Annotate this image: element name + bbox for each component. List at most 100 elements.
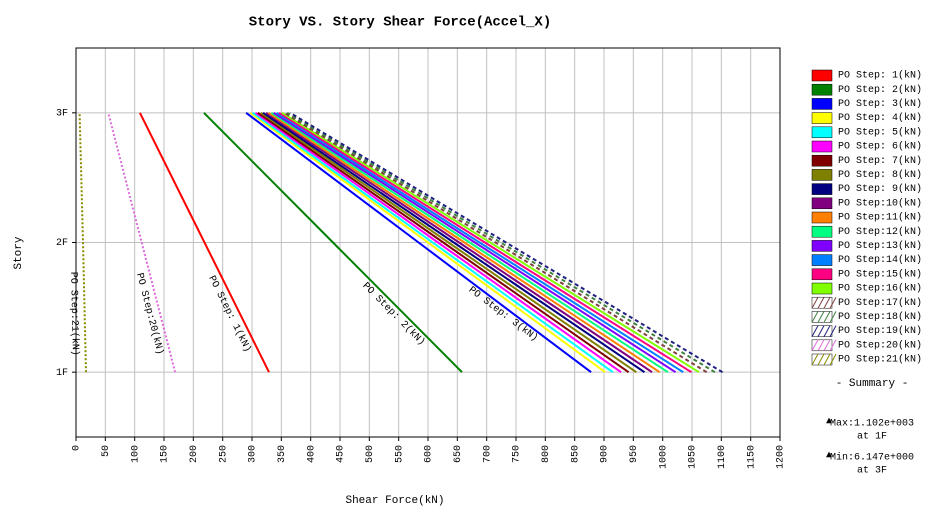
legend-label: PO Step:15(kN) — [838, 268, 922, 280]
grid: 0 50 100 150 200 250 300 350 400 450 500 550 600 650 7… — [56, 48, 787, 469]
series-line — [257, 111, 630, 374]
legend-hatch — [823, 325, 831, 337]
legend-hatch — [829, 325, 837, 337]
legend-label: PO Step:11(kN) — [838, 212, 922, 224]
summary-min: Min:6.147e+000 — [830, 452, 914, 464]
x-tick-label: 800 — [541, 445, 552, 463]
legend-swatch — [811, 169, 833, 181]
x-tick-label: 550 — [394, 445, 405, 463]
chart-title: Story VS. Story Shear Force(Accel_X) — [249, 15, 551, 31]
legend-hatch — [829, 311, 837, 323]
legend-swatch — [811, 112, 833, 124]
series-line — [78, 112, 87, 373]
legend-swatch — [811, 296, 833, 309]
series-line — [260, 111, 637, 374]
series-line — [278, 111, 692, 374]
x-tick-label: 300 — [248, 445, 259, 463]
legend-hatch — [811, 339, 819, 352]
legend-swatch — [811, 183, 833, 195]
series-line — [262, 111, 646, 374]
legend-label: PO Step: 3(kN) — [838, 98, 922, 110]
series-line — [281, 111, 700, 374]
legend-label: PO Step:17(kN) — [838, 297, 922, 309]
summary-title: - Summary - — [836, 378, 909, 390]
x-tick-label: 450 — [336, 445, 347, 463]
legend-label: PO Step:12(kN) — [838, 226, 922, 238]
series-line — [270, 111, 669, 374]
plot-frame — [75, 47, 781, 438]
y-tick-label: 3F — [56, 108, 68, 119]
legend-label: PO Step: 1(kN) — [838, 70, 922, 82]
series-line — [265, 111, 653, 374]
legend-swatch — [811, 211, 833, 224]
x-tick-label: 500 — [365, 445, 376, 463]
legend-label: PO Step:19(kN) — [838, 325, 922, 337]
x-tick-label: 1100 — [717, 445, 728, 469]
legend-label: PO Step: 4(kN) — [838, 112, 922, 124]
legend-swatch — [811, 197, 833, 210]
legend-hatch — [817, 353, 825, 366]
legend-label: PO Step:10(kN) — [838, 197, 922, 209]
x-tick-label: 900 — [600, 445, 611, 463]
legend-label: PO Step: 2(kN) — [838, 84, 922, 96]
series-line — [289, 111, 724, 374]
legend-label: PO Step:21(kN) — [838, 354, 922, 366]
legend-label: PO Step: 5(kN) — [838, 126, 922, 138]
x-tick-label: 750 — [512, 445, 523, 463]
summary-max: Max:1.102e+003 — [830, 419, 914, 430]
x-tick-label: 0 — [72, 445, 83, 451]
legend-label: PO Step:14(kN) — [838, 254, 922, 266]
legend-hatch — [829, 353, 837, 366]
legend-swatch — [811, 325, 833, 337]
legend-hatch — [829, 296, 837, 309]
x-tick-label: 1200 — [776, 445, 787, 469]
legend-hatch — [829, 339, 837, 352]
x-tick-label: 250 — [218, 445, 229, 463]
series-line — [203, 112, 463, 373]
series-line — [254, 111, 622, 374]
legend-label: PO Step:16(kN) — [838, 283, 922, 295]
series-line — [286, 111, 716, 374]
x-tick-label: 400 — [306, 445, 317, 463]
x-tick-label: 650 — [453, 445, 464, 463]
x-tick-label: 350 — [277, 445, 288, 463]
series-line — [252, 111, 614, 374]
legend-hatch — [817, 325, 825, 337]
x-tick-label: 50 — [101, 445, 112, 457]
legend-swatch — [811, 225, 833, 238]
legend-swatch — [811, 69, 833, 82]
x-tick-label: 200 — [189, 445, 200, 463]
x-tick-label: 1050 — [688, 445, 699, 469]
series-line — [267, 111, 661, 374]
x-axis-label: Shear Force(kN) — [345, 495, 444, 507]
y-axis-label: Story — [13, 236, 25, 269]
legend-hatch — [811, 311, 819, 323]
series-line — [107, 112, 177, 373]
legend-swatch — [811, 268, 833, 281]
legend-swatch — [811, 98, 833, 110]
legend: PO Step: 1(kN) PO Step: 2(kN) PO Step: 3(k… — [811, 69, 922, 366]
legend-swatch — [811, 126, 833, 139]
legend-swatch — [811, 339, 833, 352]
marker: ▲ — [826, 451, 832, 462]
legend-swatch — [811, 83, 833, 96]
summary-max-at: at 1F — [857, 432, 887, 443]
legend-label: PO Step: 6(kN) — [838, 141, 922, 153]
x-tick-label: 700 — [482, 445, 493, 463]
legend-label: PO Step:18(kN) — [838, 311, 922, 323]
legend-hatch — [817, 296, 825, 309]
x-tick-label: 1150 — [746, 445, 757, 469]
legend-swatch — [811, 240, 833, 252]
legend-swatch — [811, 154, 833, 167]
x-tick-label: 150 — [160, 445, 171, 463]
series-line — [245, 112, 592, 373]
legend-hatch — [823, 339, 831, 352]
series-label: PO Step:21(kN) — [67, 272, 81, 356]
legend-label: PO Step:20(kN) — [838, 339, 922, 351]
x-tick-label: 100 — [130, 445, 141, 463]
series-line — [139, 112, 270, 373]
legend-hatch — [823, 311, 831, 323]
legend-hatch — [811, 325, 819, 337]
legend-hatch — [811, 296, 819, 309]
